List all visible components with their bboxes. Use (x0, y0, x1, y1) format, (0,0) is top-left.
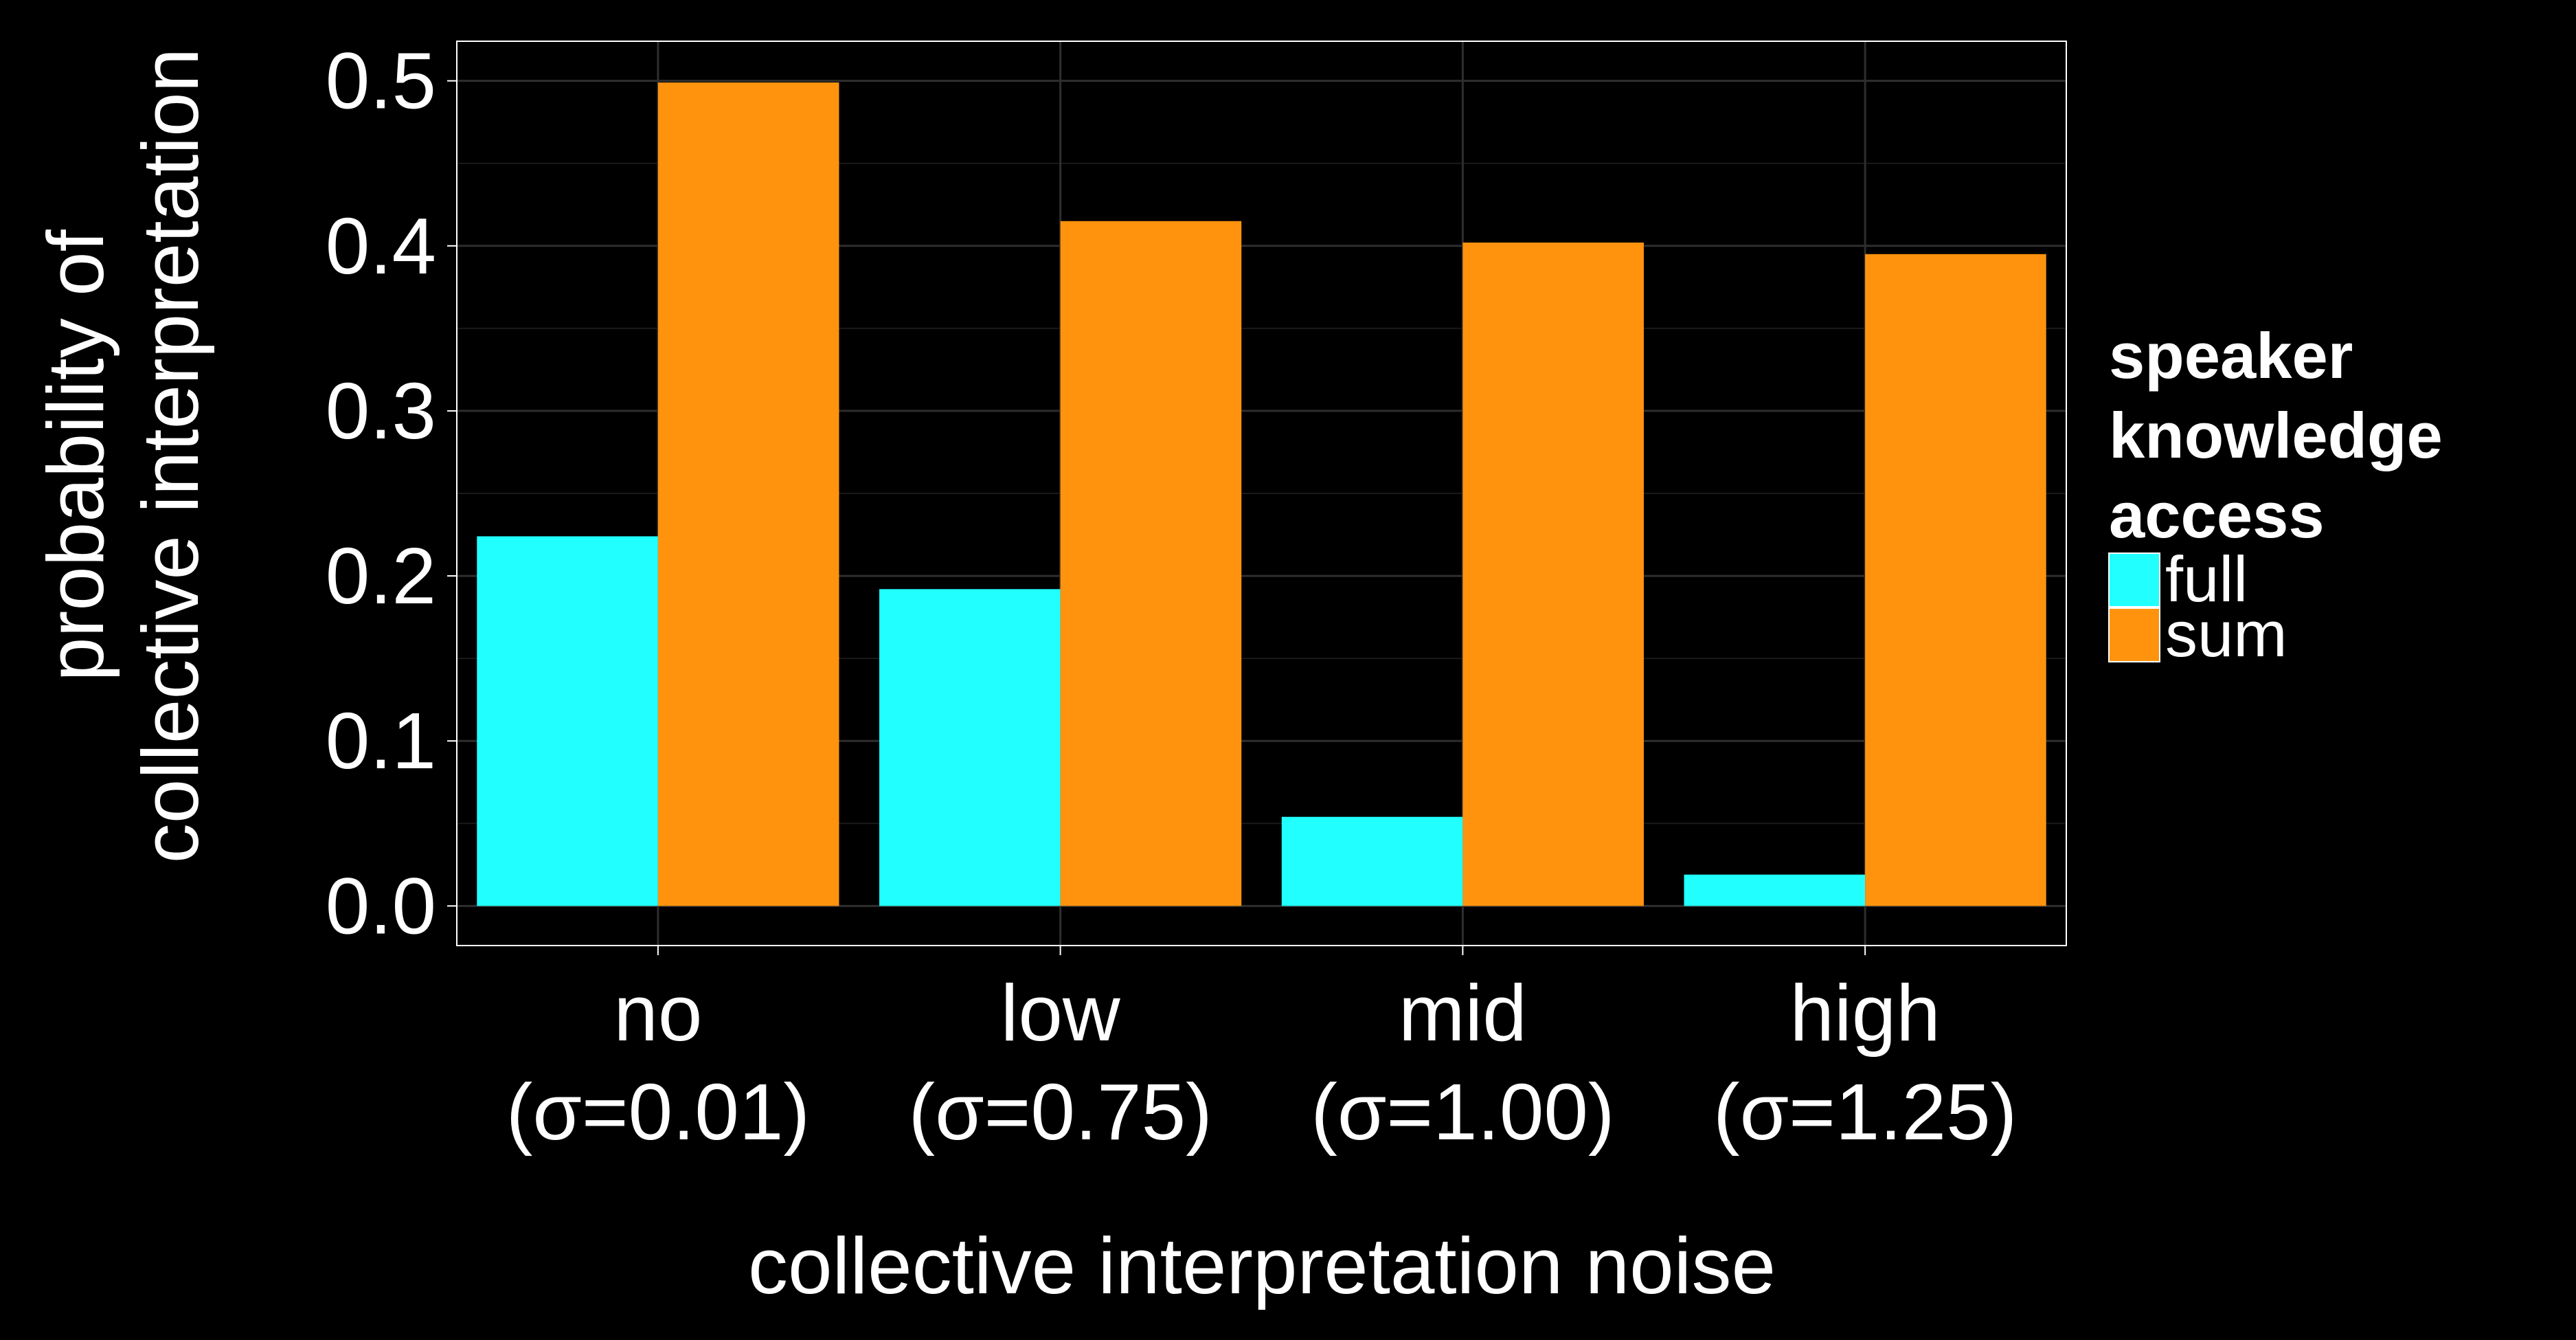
x-tick-label-line-2: (σ=0.75) (908, 1067, 1212, 1157)
bar-sum-0 (657, 82, 839, 906)
legend-label-sum: sum (2165, 598, 2287, 670)
y-axis-title: probability of collective interpretation (31, 48, 215, 863)
y-axis-title-line-2: collective interpretation (126, 48, 215, 863)
bar-sum-2 (1462, 242, 1644, 906)
plot-frame (456, 41, 2067, 946)
y-tick-label: 0.2 (326, 531, 436, 621)
x-tick-label-line-1: mid (1399, 968, 1527, 1058)
legend-title-line-3: access (2109, 479, 2325, 551)
legend-label-full: full (2165, 543, 2248, 615)
legend-title-line-2: knowledge (2109, 399, 2443, 471)
y-tick-label: 0.3 (326, 366, 436, 456)
bar-full-1 (879, 589, 1061, 906)
x-tick-label-line-1: low (1001, 968, 1121, 1058)
x-tick-label-line-2: (σ=0.01) (506, 1067, 810, 1157)
x-axis: no(σ=0.01) low(σ=0.75) mid(σ=1.00) high(σ=1… (506, 946, 2017, 1157)
bar-sum-3 (1865, 254, 2046, 906)
y-tick-label: 0.5 (326, 36, 436, 126)
bar-sum-1 (1060, 221, 1242, 906)
x-tick-label-line-2: (σ=1.00) (1311, 1067, 1614, 1157)
x-tick-label-line-1: high (1789, 968, 1940, 1058)
y-tick-label: 0.4 (326, 201, 436, 291)
x-tick-label-line-1: no (613, 968, 702, 1058)
legend-title-line-1: speaker (2109, 320, 2353, 392)
x-axis-title: collective interpretation noise (748, 1221, 1776, 1310)
y-axis-title-line-1: probability of (31, 229, 120, 681)
bar-full-0 (477, 536, 658, 906)
y-axis: 0.0 0.1 0.2 0.3 0.4 0.5 (326, 36, 457, 950)
bar-full-3 (1684, 874, 1866, 906)
bar-full-2 (1281, 816, 1463, 906)
y-tick-label: 0.0 (326, 861, 436, 950)
bars (477, 82, 2046, 906)
legend-swatch-full (2108, 552, 2160, 607)
legend-swatch-sum (2108, 607, 2160, 662)
x-tick-label-line-2: (σ=1.25) (1713, 1067, 2017, 1157)
y-tick-label: 0.1 (326, 696, 436, 785)
